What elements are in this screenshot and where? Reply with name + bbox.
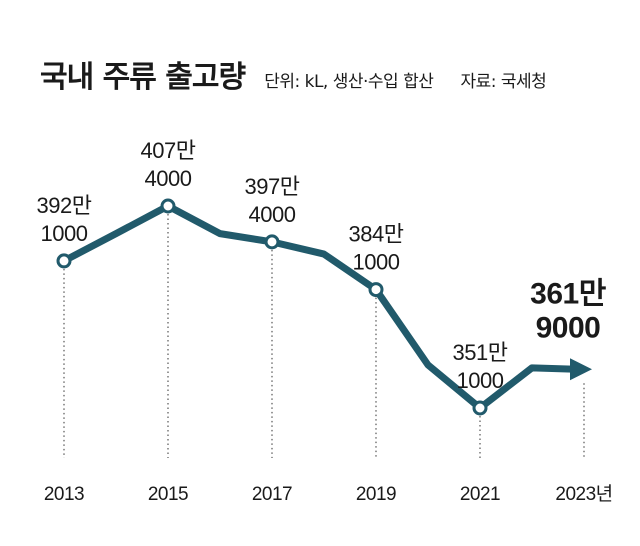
unit-note: 단위: kL, 생산·수입 합산: [264, 72, 434, 92]
value-label-2013-line1: 392만: [37, 193, 92, 218]
value-label-2021-line2: 1000: [457, 368, 504, 393]
data-point-2015: [160, 198, 176, 214]
series-line: [60, 202, 580, 412]
data-point-2019: [368, 282, 384, 298]
value-label-2019-line2: 1000: [353, 250, 400, 275]
value-label-2017-line1: 397만: [245, 174, 300, 199]
x-tick-2013: 2013: [44, 484, 84, 505]
value-label-2023-line1: 361만: [530, 277, 607, 310]
series-arrowhead: [570, 358, 592, 381]
value-label-2015-line2: 4000: [145, 166, 192, 191]
value-label-2019-line1: 384만: [349, 222, 404, 247]
value-label-2017-line2: 4000: [249, 202, 296, 227]
chart-title: 국내 주류 출고량: [40, 60, 246, 95]
source-note: 자료: 국세청: [460, 72, 547, 92]
x-tick-2023: 2023년: [555, 483, 612, 505]
data-point-2013: [56, 253, 72, 269]
x-tick-2019: 2019: [356, 484, 396, 505]
data-point-2021: [472, 400, 488, 416]
value-label-2023-line2: 9000: [536, 311, 601, 344]
x-tick-2015: 2015: [148, 484, 188, 505]
value-label-2013-line2: 1000: [41, 221, 88, 246]
value-label-2021-line1: 351만: [453, 340, 508, 365]
data-point-2017: [264, 234, 280, 250]
x-tick-2021: 2021: [460, 484, 500, 505]
x-tick-2017: 2017: [252, 484, 292, 505]
value-label-2015-line1: 407만: [141, 138, 196, 163]
chart-header: 국내 주류 출고량 단위: kL, 생산·수입 합산 자료: 국세청: [40, 52, 547, 96]
